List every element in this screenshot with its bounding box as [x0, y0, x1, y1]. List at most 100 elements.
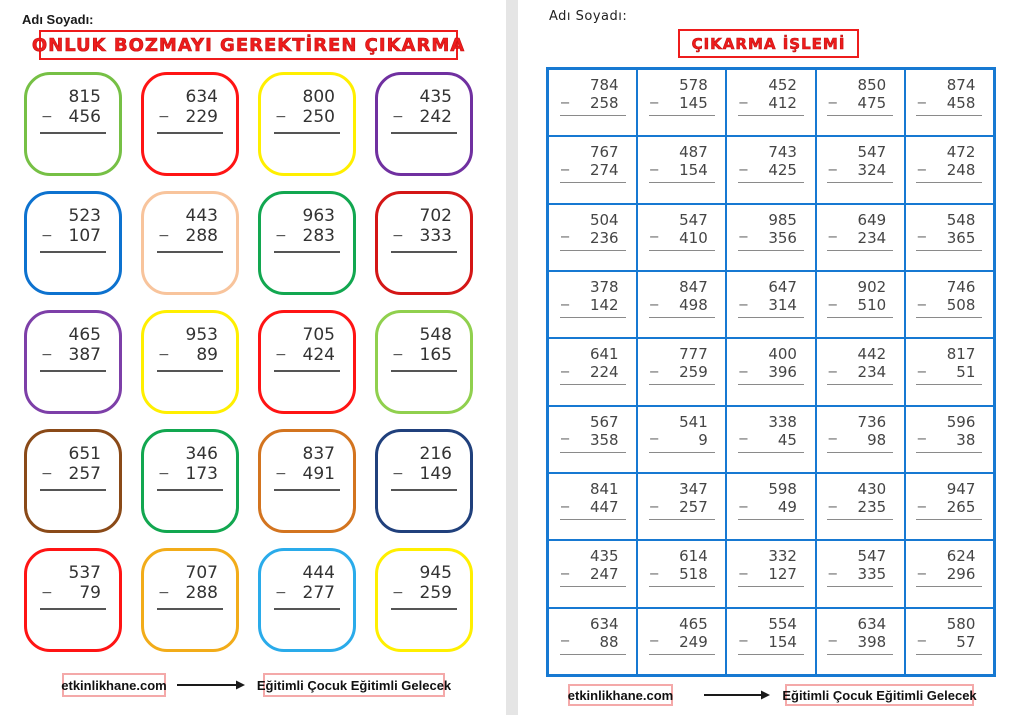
answer-line: − 356 — [737, 229, 804, 251]
subtraction-problem: 634 − 88 — [559, 615, 626, 655]
answer-line — [40, 132, 106, 134]
minuend: 548 — [946, 210, 976, 229]
subtraction-problem: 430 − 235 — [827, 480, 894, 520]
minus-sign: − — [648, 566, 660, 582]
minus-sign: − — [41, 347, 53, 363]
subtrahend: 49 — [777, 498, 797, 516]
table-cell: 634 − 398 — [815, 607, 905, 675]
problem-box: 537 − 79 — [24, 548, 122, 652]
table-cell: 847 − 498 — [637, 271, 727, 339]
answer-line: − 98 — [827, 431, 894, 453]
table-cell: 947 − 265 — [904, 473, 994, 541]
minuend: 598 — [768, 480, 797, 498]
minus-sign: − — [275, 466, 287, 482]
subtrahend: 335 — [857, 565, 887, 584]
table-cell: 378 − 142 — [548, 271, 638, 339]
table-cell: 578 − 145 — [637, 69, 727, 137]
answer-line: − 127 — [737, 565, 804, 588]
answer-line: − 235 — [827, 498, 894, 520]
subtraction-problem: 817 − 51 — [916, 345, 983, 386]
table-cell: 902 − 510 — [815, 271, 905, 339]
subtraction-problem: 547 − 335 — [827, 547, 894, 588]
answer-line — [274, 608, 340, 610]
slogan-box-right: Eğitimli Çocuk Eğitimli Gelecek — [782, 684, 977, 706]
minus-sign: − — [916, 162, 928, 178]
subtraction-problem: 947 − 265 — [916, 480, 983, 520]
subtrahend: 259 — [679, 363, 708, 382]
table-cell: 743 − 425 — [726, 136, 816, 204]
subtrahend: 333 — [419, 226, 452, 246]
minus-sign: − — [737, 230, 749, 246]
table-cell: 332 − 127 — [726, 540, 816, 608]
subtraction-problem: 736 − 98 — [827, 413, 894, 453]
page-title-right-box: ÇIKARMA İŞLEMİ — [678, 29, 859, 58]
answer-line — [157, 251, 223, 253]
minuend: 452 — [768, 76, 797, 94]
subtrahend: 88 — [599, 632, 619, 651]
table-cell: 777 − 259 — [637, 338, 727, 406]
answer-line — [40, 489, 106, 491]
subtraction-problem: 472 − 248 — [916, 143, 983, 184]
subtrahend: 234 — [857, 228, 887, 247]
subtrahend: 145 — [679, 94, 708, 112]
subtraction-problem: 548 − 165 — [391, 325, 457, 372]
minuend: 705 — [302, 325, 335, 345]
minus-sign: − — [275, 347, 287, 363]
subtraction-problem: 547 − 324 — [827, 143, 894, 184]
subtrahend: 475 — [857, 94, 887, 112]
minus-sign: − — [737, 634, 749, 650]
subtrahend: 142 — [589, 296, 619, 314]
subtraction-problem: 435 − 242 — [391, 87, 457, 134]
minuend: 596 — [946, 412, 976, 431]
table-cell: 598 − 49 — [726, 473, 816, 541]
subtrahend: 387 — [68, 345, 101, 365]
answer-line: − 9 — [648, 431, 715, 453]
answer-line: − 274 — [559, 161, 626, 184]
site-box-left: etkinlikhane.com — [61, 673, 167, 697]
minuend: 347 — [679, 480, 708, 498]
problem-box: 465 − 387 — [24, 310, 122, 414]
subtraction-problem: 634 − 398 — [827, 615, 894, 655]
answer-line: − 258 — [559, 94, 626, 116]
subtraction-problem: 504 − 236 — [559, 211, 626, 251]
minus-sign: − — [916, 634, 928, 650]
minus-sign: − — [737, 566, 749, 582]
minuend: 634 — [185, 87, 218, 107]
table-cell: 547 − 335 — [815, 540, 905, 608]
answer-line: − 410 — [648, 229, 715, 251]
minuend: 817 — [946, 345, 976, 364]
problem-box: 216 − 149 — [375, 429, 473, 533]
answer-line: − 38 — [916, 431, 983, 453]
table-cell: 841 − 447 — [548, 473, 638, 541]
table-cell: 465 − 249 — [637, 607, 727, 675]
answer-line: − 247 — [559, 565, 626, 588]
minuend: 465 — [68, 325, 101, 345]
subtrahend: 173 — [185, 464, 218, 484]
answer-line: − 335 — [827, 565, 894, 588]
problem-table-right: 784 − 258 578 − 145 452 − 412 850 — [546, 67, 996, 677]
minuend: 547 — [857, 547, 887, 566]
subtraction-problem: 641 − 224 — [559, 345, 626, 386]
problem-box: 548 − 165 — [375, 310, 473, 414]
minus-sign: − — [41, 466, 53, 482]
minuend: 378 — [589, 278, 619, 296]
subtraction-problem: 953 − 89 — [157, 325, 223, 372]
table-cell: 874 − 458 — [904, 69, 994, 137]
answer-line: − 296 — [916, 565, 983, 588]
minus-sign: − — [827, 230, 839, 246]
answer-line: − 447 — [559, 498, 626, 520]
minuend: 800 — [302, 87, 335, 107]
subtraction-problem: 465 − 387 — [40, 325, 106, 372]
minuend: 850 — [857, 76, 887, 94]
answer-line: − 518 — [648, 565, 715, 588]
minus-sign: − — [158, 109, 170, 125]
answer-line — [40, 370, 106, 372]
table-cell: 647 − 314 — [726, 271, 816, 339]
minuend: 953 — [185, 325, 218, 345]
minus-sign: − — [916, 95, 928, 111]
subtrahend: 154 — [679, 161, 708, 180]
problem-box: 443 − 288 — [141, 191, 239, 295]
table-cell: 504 − 236 — [548, 203, 638, 271]
subtrahend: 447 — [589, 498, 619, 516]
minus-sign: − — [827, 432, 839, 448]
